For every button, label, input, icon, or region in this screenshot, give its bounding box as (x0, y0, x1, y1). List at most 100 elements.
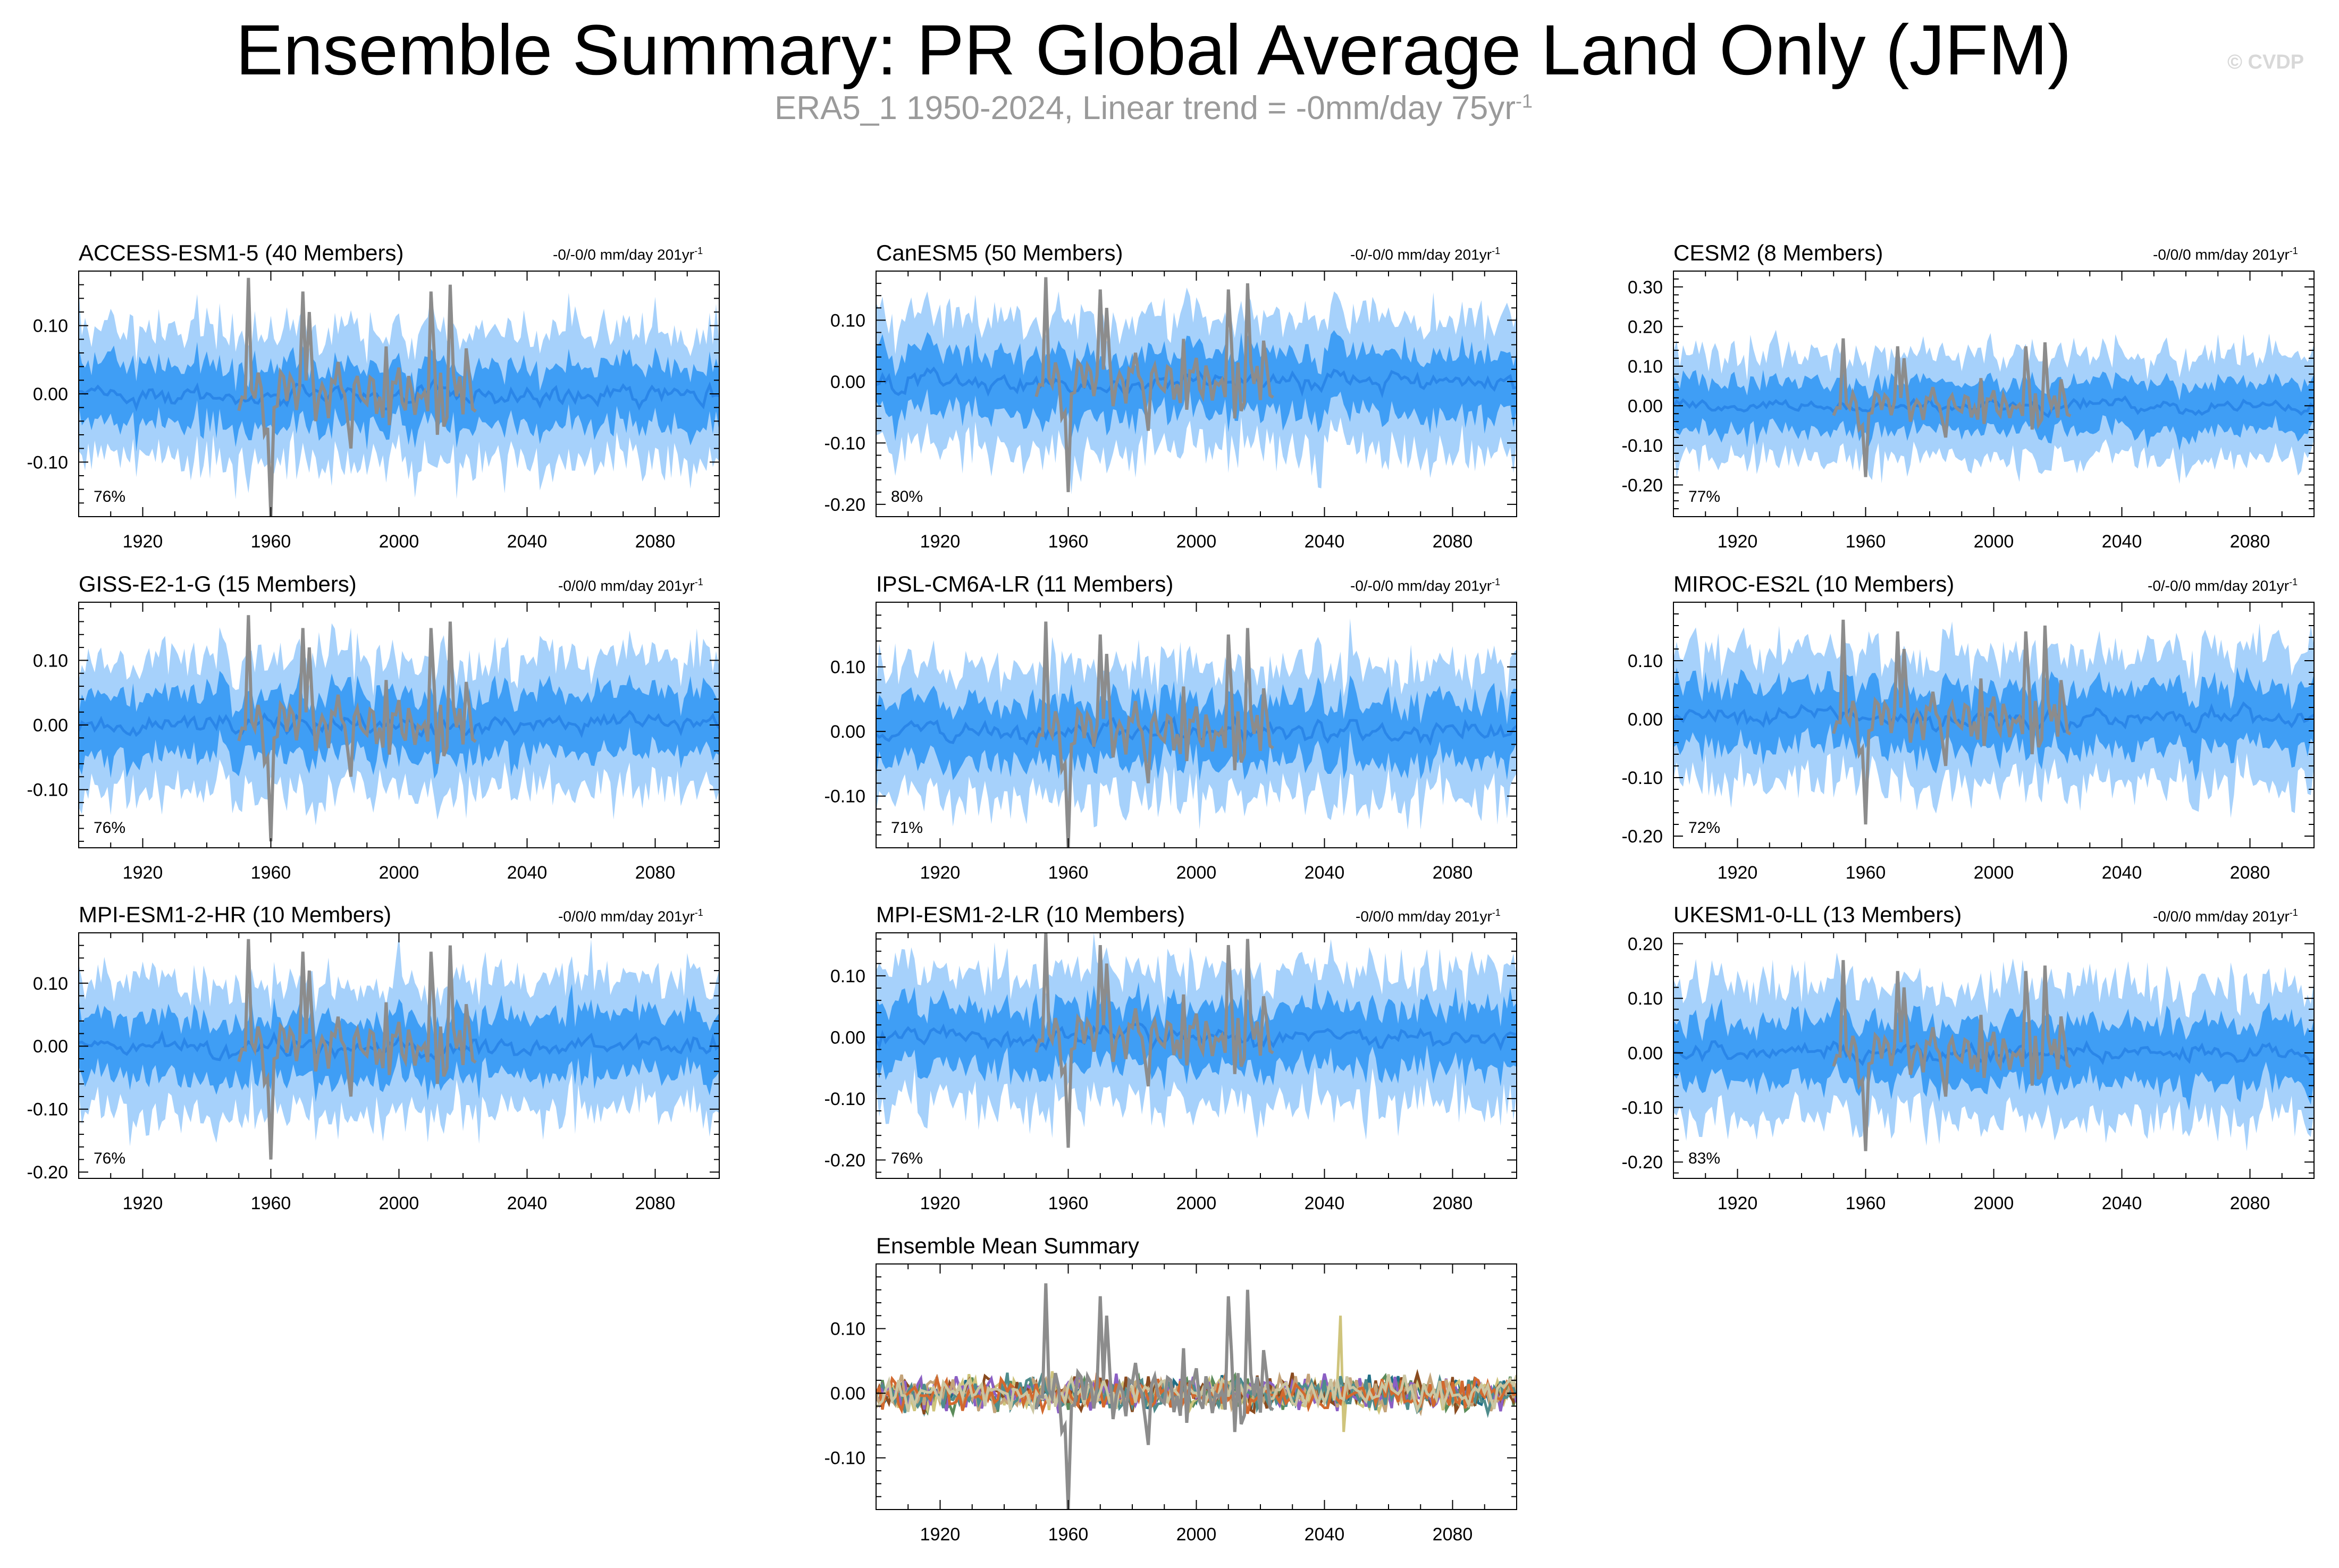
series-observations (237, 615, 477, 841)
x-tick-label: 2080 (2230, 1193, 2270, 1213)
percent-label: 76% (94, 819, 125, 837)
series-observations (1034, 1283, 1274, 1510)
x-tick-label: 2080 (1433, 863, 1473, 883)
x-tick-label: 2040 (2102, 1193, 2142, 1213)
x-tick-label: 2040 (507, 1193, 548, 1213)
series-inner-band (876, 982, 1517, 1091)
x-tick-label: 1920 (1718, 532, 1758, 552)
y-tick-label: 0.00 (830, 1384, 865, 1404)
x-tick-label: 2000 (379, 863, 419, 883)
y-tick-label: -0.20 (27, 1162, 69, 1183)
series-inner-band (1673, 369, 2314, 451)
trend-superscript: -1 (2289, 246, 2298, 256)
series-observations (1832, 960, 2072, 1151)
plot-area (79, 277, 719, 517)
x-tick-label: 2040 (1305, 1524, 1345, 1545)
plot-area (876, 1283, 1517, 1510)
x-tick-label: 2040 (507, 532, 548, 552)
subtitle-superscript: -1 (1516, 90, 1533, 112)
series-inner-band (79, 984, 719, 1102)
x-tick-label: 2000 (1176, 863, 1217, 883)
plot-area (876, 277, 1517, 495)
y-tick-label: -0.10 (824, 1089, 866, 1109)
x-tick-label: 1960 (1048, 532, 1089, 552)
y-tick-label: -0.20 (1622, 827, 1663, 847)
x-tick-label: 2000 (1176, 532, 1217, 552)
x-tick-label: 1960 (1048, 863, 1089, 883)
panel-summary: 1920 1960 2000 2040 2080 -0.10 0.00 0.10 (824, 1263, 1517, 1545)
series-inner-band (79, 342, 719, 452)
series-observations (1832, 338, 2072, 477)
panel-p8: 1920 1960 2000 2040 2080 -0.20 -0.10 0.00 0.10 76… (824, 932, 1517, 1213)
panel-trend-p4: -0/0/0 mm/day 201yr-1 (558, 577, 703, 594)
x-tick-label: 2000 (379, 532, 419, 552)
trend-text: -0/0/0 mm/day 201yr (558, 577, 695, 594)
series-observations (1832, 619, 2072, 825)
panel-title-p5: IPSL-CM6A-LR (11 Members) (876, 571, 1174, 596)
panel-p7: 1920 1960 2000 2040 2080 -0.20 -0.10 0.00 0.10 76… (27, 932, 720, 1213)
series-ensemble-mean (1673, 701, 2314, 734)
y-tick-label: -0.20 (824, 1150, 866, 1170)
series-observations (1034, 621, 1274, 848)
trend-text: -0/0/0 mm/day 201yr (1356, 908, 1492, 925)
x-tick-label: 2040 (1305, 1193, 1345, 1213)
y-tick-label: 0.10 (1628, 357, 1663, 377)
y-tick-label: 0.00 (1628, 396, 1663, 416)
series-ensemble-mean (876, 1022, 1517, 1052)
plot-area (876, 618, 1517, 848)
y-tick-label: -0.20 (824, 495, 866, 515)
y-tick-label: -0.10 (1622, 436, 1663, 456)
panel-title-p9: UKESM1-0-LL (13 Members) (1673, 902, 1962, 927)
y-tick-label: 0.10 (1628, 989, 1663, 1009)
y-tick-label: 0.10 (830, 657, 865, 678)
panel-title-summary: Ensemble Mean Summary (876, 1233, 1139, 1258)
series-inner-band (876, 330, 1517, 441)
panel-trend-p7: -0/0/0 mm/day 201yr-1 (558, 907, 703, 925)
series-ensemble-mean (876, 715, 1517, 749)
percent-label: 80% (891, 488, 923, 505)
x-tick-label: 1960 (1048, 1193, 1089, 1213)
trend-text: -0/-0/0 mm/day 201yr (553, 246, 695, 263)
trend-text: -0/-0/0 mm/day 201yr (2148, 577, 2290, 594)
y-tick-label: 0.00 (830, 722, 865, 742)
x-tick-label: 2000 (1974, 863, 2014, 883)
panel-p3: 1920 1960 2000 2040 2080 -0.20 -0.10 0.00 0.10 0.… (1622, 271, 2315, 552)
x-tick-label: 2080 (2230, 532, 2270, 552)
trend-superscript: -1 (694, 577, 703, 587)
trend-text: -0/0/0 mm/day 201yr (558, 908, 695, 925)
x-tick-label: 1920 (1718, 863, 1758, 883)
y-tick-label: 0.00 (1628, 710, 1663, 730)
panel-title-p7: MPI-ESM1-2-HR (10 Members) (79, 902, 392, 927)
x-tick-label: 2080 (635, 532, 676, 552)
watermark: © CVDP (2227, 51, 2304, 73)
series-observations (1034, 277, 1274, 492)
y-tick-label: -0.10 (1622, 768, 1663, 788)
x-tick-label: 1960 (251, 863, 291, 883)
percent-label: 72% (1688, 819, 1720, 837)
series-ensemble-mean (79, 377, 719, 412)
plot-area (79, 934, 719, 1160)
y-tick-label: 0.00 (1628, 1043, 1663, 1064)
trend-text: -0/-0/0 mm/day 201yr (1350, 246, 1492, 263)
panel-trend-p8: -0/0/0 mm/day 201yr-1 (1356, 907, 1501, 925)
panel-p9: 1920 1960 2000 2040 2080 -0.20 -0.10 0.00 0.10 0.… (1622, 932, 2315, 1213)
plot-area (1673, 619, 2314, 825)
x-tick-label: 1920 (920, 863, 961, 883)
y-tick-label: 0.10 (33, 974, 68, 994)
x-tick-label: 1960 (251, 532, 291, 552)
series-ensemble-mean (1673, 395, 2314, 418)
percent-label: 76% (94, 488, 125, 505)
x-tick-label: 1960 (1846, 532, 1886, 552)
panel-p5: 1920 1960 2000 2040 2080 -0.10 0.00 0.10 71% (824, 602, 1517, 883)
y-tick-label: 0.10 (1628, 651, 1663, 671)
y-tick-label: 0.00 (33, 384, 68, 404)
percent-label: 77% (1688, 488, 1720, 505)
series-inner-band (876, 675, 1517, 781)
x-tick-label: 1960 (251, 1193, 291, 1213)
x-tick-label: 1960 (1048, 1524, 1089, 1545)
plot-area (1673, 330, 2314, 484)
x-tick-label: 1960 (1846, 1193, 1886, 1213)
trend-superscript: -1 (694, 246, 703, 256)
percent-label: 76% (891, 1150, 923, 1167)
y-tick-label: -0.10 (27, 452, 69, 473)
